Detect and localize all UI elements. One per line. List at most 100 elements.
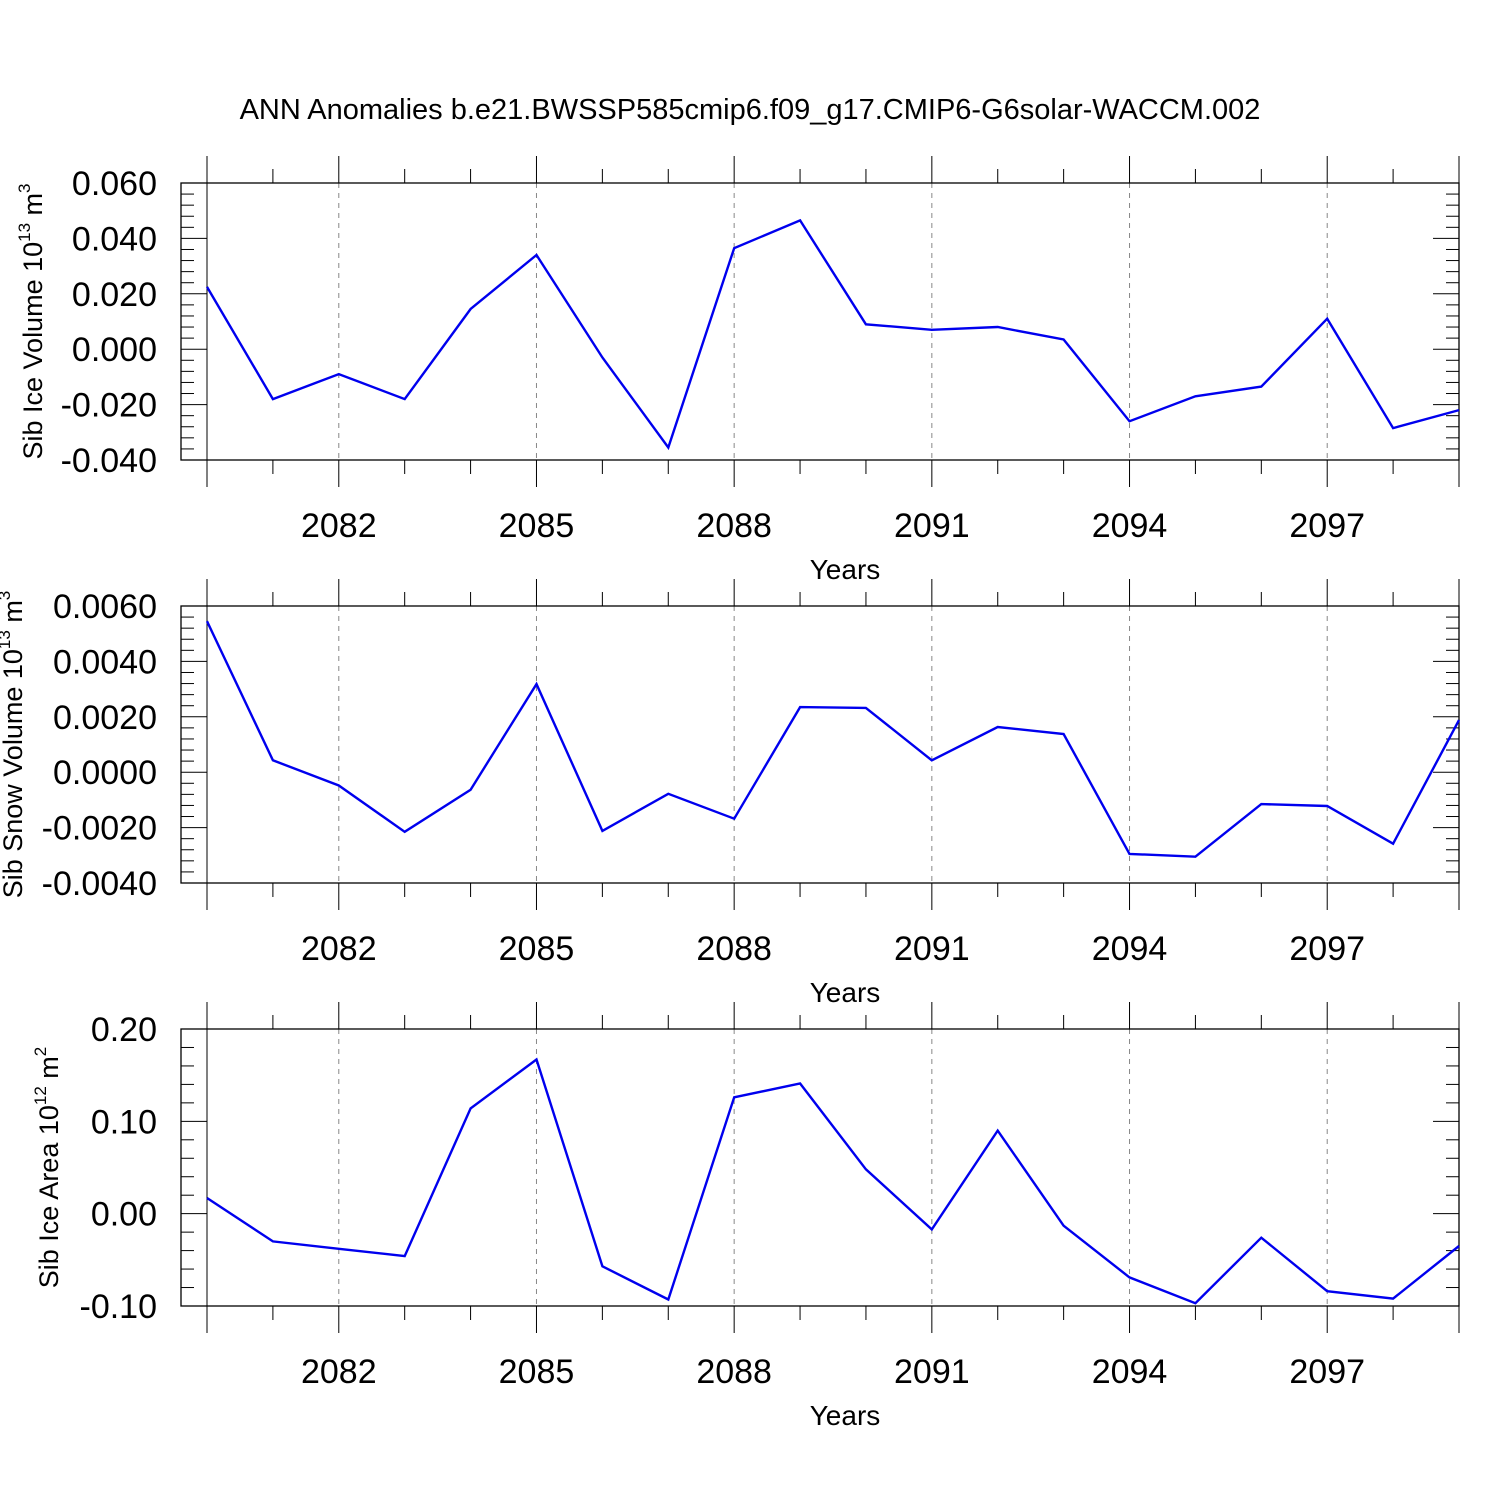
data-point — [600, 1264, 604, 1268]
y-tick-label: 0.020 — [72, 276, 157, 314]
data-point — [600, 356, 604, 360]
y-tick-label: -0.10 — [80, 1288, 158, 1326]
y-tick-label: -0.0020 — [42, 810, 157, 848]
series-line — [205, 620, 1461, 858]
y-tick-label: 0.0020 — [53, 699, 157, 737]
data-point — [1325, 1289, 1329, 1293]
data-point — [403, 1254, 407, 1258]
data-point — [469, 1106, 473, 1110]
x-tick-label: 2094 — [1092, 1353, 1168, 1391]
data-point — [1193, 1301, 1197, 1305]
x-tick-label: 2091 — [894, 1353, 970, 1391]
data-point — [798, 1081, 802, 1085]
data-point — [864, 322, 868, 326]
data-point — [1062, 1224, 1066, 1228]
data-point — [798, 218, 802, 222]
y-axis-label: Sib Ice Area 1012 m2 — [31, 1047, 64, 1289]
data-point — [1062, 732, 1066, 736]
y-tick-label: 0.0040 — [53, 643, 157, 681]
data-point — [403, 397, 407, 401]
data-point — [666, 792, 670, 796]
data-point — [1062, 338, 1066, 342]
y-tick-label: 0.0000 — [53, 754, 157, 792]
x-tick-label: 2082 — [301, 1353, 377, 1391]
x-tick-label: 2088 — [696, 1353, 772, 1391]
data-point — [666, 446, 670, 450]
data-point — [337, 372, 341, 376]
y-tick-label: 0.10 — [91, 1103, 157, 1141]
data-point — [1457, 408, 1461, 412]
chart-panels: 2082 2085 2088 2091 2094 2097 Years -0.040 -0.02… — [0, 156, 1461, 1431]
y-axis-label: Sib Snow Volume 1013 m3 — [0, 591, 28, 899]
x-tick-label: 2082 — [301, 507, 377, 545]
data-point — [205, 285, 209, 289]
y-tick-label: -0.040 — [61, 442, 157, 480]
data-point — [1391, 1297, 1395, 1301]
x-tick-label: 2097 — [1289, 1353, 1365, 1391]
data-point — [271, 758, 275, 762]
y-tick-label: 0.20 — [91, 1011, 157, 1049]
x-tick-label: 2085 — [499, 1353, 575, 1391]
data-point — [798, 705, 802, 709]
data-point — [996, 725, 1000, 729]
x-tick-label: 2097 — [1289, 930, 1365, 968]
y-tick-label: 0.040 — [72, 220, 157, 258]
data-point — [1259, 1236, 1263, 1240]
data-point — [469, 788, 473, 792]
data-point — [1128, 1275, 1132, 1279]
data-point — [1128, 852, 1132, 856]
data-point — [996, 1129, 1000, 1133]
x-tick-label: 2085 — [499, 507, 575, 545]
data-point — [1259, 802, 1263, 806]
figure-title: ANN Anomalies b.e21.BWSSP585cmip6.f09_g1… — [240, 94, 1261, 126]
y-tick-label: -0.0040 — [42, 865, 157, 903]
plot-frame — [180, 605, 1460, 884]
x-axis-label: Years — [810, 977, 881, 1008]
x-tick-label: 2082 — [301, 930, 377, 968]
data-point — [534, 1057, 538, 1061]
data-point — [732, 1095, 736, 1099]
data-point — [337, 1247, 341, 1251]
data-point — [1128, 419, 1132, 423]
x-axis-label: Years — [810, 554, 881, 585]
data-point — [1457, 718, 1461, 722]
data-point — [732, 246, 736, 250]
chart-panel-1: 2082 2085 2088 2091 2094 2097 Years -0.040 -0.02… — [15, 156, 1461, 585]
data-point — [930, 758, 934, 762]
data-point — [337, 783, 341, 787]
y-tick-label: 0.000 — [72, 331, 157, 369]
data-point — [205, 619, 209, 623]
x-tick-label: 2097 — [1289, 507, 1365, 545]
series-line — [206, 1057, 1460, 1305]
x-tick-label: 2094 — [1092, 507, 1168, 545]
data-point — [864, 1167, 868, 1171]
x-tick-label: 2091 — [894, 507, 970, 545]
data-point — [1259, 385, 1263, 389]
data-point — [600, 829, 604, 833]
data-point — [1325, 804, 1329, 808]
x-axis-label: Years — [810, 1400, 881, 1431]
data-point — [271, 397, 275, 401]
data-point — [1325, 317, 1329, 321]
y-tick-label: 0.060 — [72, 165, 157, 203]
data-point — [469, 307, 473, 311]
data-point — [1391, 426, 1395, 430]
y-axis-label: Sib Ice Volume 1013 m3 — [15, 183, 48, 459]
data-point — [1457, 1244, 1461, 1248]
data-point — [1391, 842, 1395, 846]
y-tick-label: 0.0060 — [53, 588, 157, 626]
x-tick-label: 2085 — [499, 930, 575, 968]
plot-frame — [180, 182, 1460, 461]
x-tick-label: 2091 — [894, 930, 970, 968]
data-point — [732, 817, 736, 821]
chart-panel-3: 2082 2085 2088 2091 2094 2097 Years -0.10 0.00 0.… — [31, 1002, 1461, 1431]
plot-frame — [180, 1028, 1460, 1307]
y-tick-label: 0.00 — [91, 1196, 157, 1234]
y-tick-label: -0.020 — [61, 387, 157, 425]
data-point — [1193, 394, 1197, 398]
x-tick-label: 2088 — [696, 507, 772, 545]
data-point — [403, 830, 407, 834]
data-point — [534, 253, 538, 257]
series-line — [205, 218, 1460, 451]
